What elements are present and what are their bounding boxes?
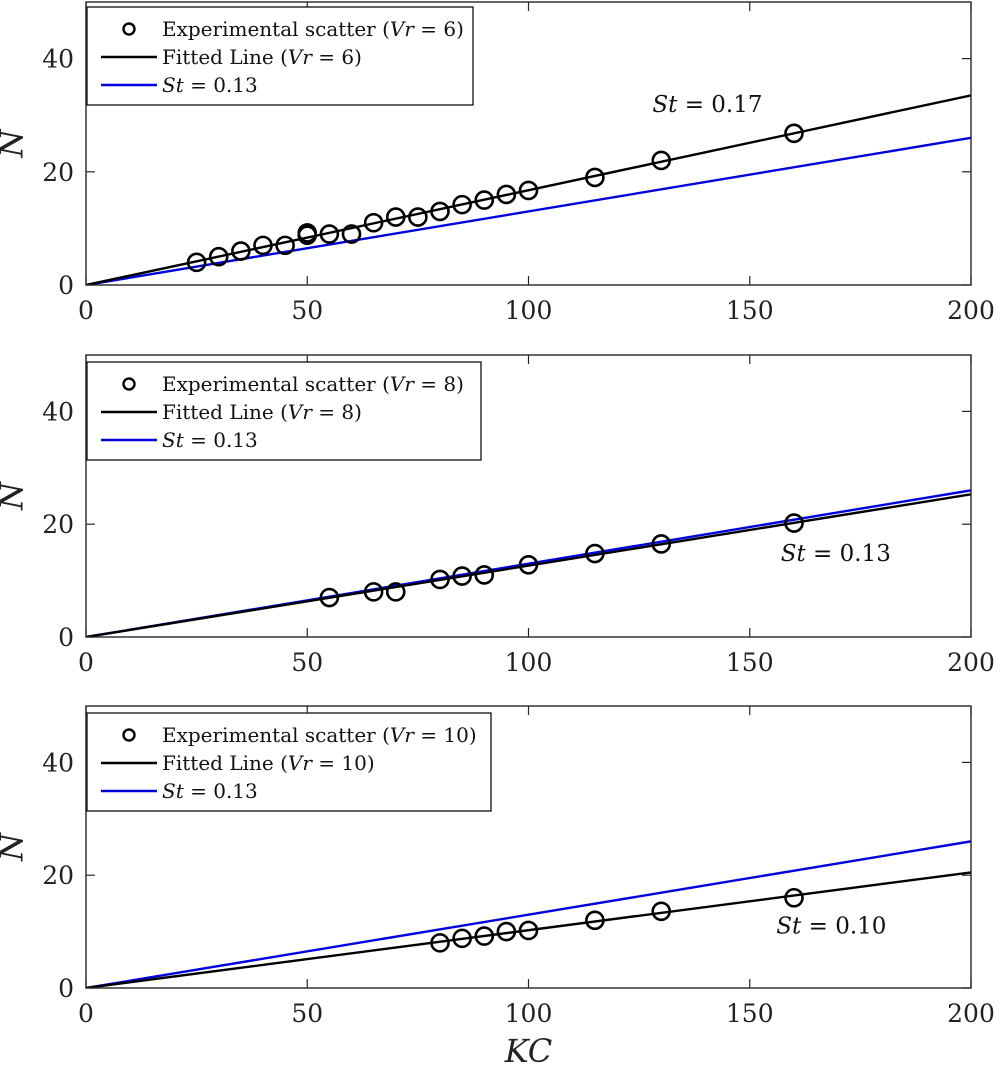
x-tick-label: 100 [505,296,553,325]
data-point [585,543,605,564]
y-tick-label: 40 [42,397,74,426]
data-point [363,212,384,233]
data-point [275,235,295,256]
legend-label-fitted: Fitted Line (Vr = 8) [162,400,362,424]
x-tick-label: 200 [947,999,995,1028]
data-point [496,184,517,205]
legend-label-fitted: Fitted Line (Vr = 10) [162,751,375,775]
x-tick-label: 50 [291,999,323,1028]
data-point [651,534,672,554]
y-tick-label: 0 [58,271,74,300]
data-point [253,235,273,256]
data-point [341,224,362,244]
x-tick-label: 0 [78,648,94,677]
legend-label-reference: St = 0.13 [162,428,258,452]
legend-marker-scatter [122,377,136,391]
data-point [784,887,804,908]
y-axis-label: N [0,832,31,862]
y-tick-label: 0 [58,974,74,1003]
legend: Experimental scatter (Vr = 6) Fitted Line… [86,6,474,106]
reference-line [86,840,971,988]
data-point [518,920,539,941]
legend-label-scatter: Experimental scatter (Vr = 8) [162,372,464,396]
y-axis-label: N [0,129,31,159]
data-point [651,901,672,922]
data-point [208,246,229,267]
y-tick-label: 0 [58,623,74,652]
x-tick-label: 150 [726,999,774,1028]
data-point [585,910,605,931]
x-tick-label: 150 [726,648,774,677]
fitted-line [86,871,971,988]
data-point [408,207,428,227]
data-point [297,223,318,243]
legend-marker-scatter [122,22,136,36]
x-tick-label: 100 [505,648,553,677]
legend-label-reference: St = 0.13 [162,73,258,97]
x-tick-label: 0 [78,296,94,325]
data-point [385,207,406,227]
legend-label-fitted: Fitted Line (Vr = 6) [162,45,362,69]
data-point [430,933,450,953]
y-axis-label: N [0,481,31,511]
y-tick-label: 40 [42,45,74,74]
panel-2: 05010015020002040NSt = 0.13Experimental … [0,354,995,677]
data-point [385,582,406,602]
x-tick-label: 50 [291,648,323,677]
data-point [518,180,539,201]
x-axis-label: KC [504,1032,553,1070]
panel-1: 0 50 100 150 200 0 20 40 N St = 0.17 Experimental … [0,1,995,325]
data-point [452,194,472,215]
data-point [585,167,605,188]
st-annotation: St = 0.13 [781,541,891,567]
data-point [496,921,517,942]
data-point [319,224,340,244]
legend-label-scatter: Experimental scatter (Vr = 10) [162,723,477,747]
data-point [430,569,450,590]
data-point [231,241,251,261]
panel-3: 0 50 100 150 200 0 20 40 N St = 0.10 Experimental … [0,705,995,1028]
data-point [363,582,384,602]
data-point [784,513,804,533]
data-point [452,566,472,586]
x-tick-label: 200 [947,648,995,677]
data-point [784,123,804,144]
x-tick-label: 50 [291,296,323,325]
legend: Experimental scatter (Vr = 8) Fitted Line… [86,361,482,461]
x-tick-label: 100 [505,999,553,1028]
st-annotation: St = 0.17 [652,92,762,118]
y-tick-label: 40 [42,748,74,777]
data-point [651,150,672,171]
x-tick-label: 200 [947,296,995,325]
legend-label-reference: St = 0.13 [162,779,258,803]
reference-line [86,136,971,285]
data-point [319,587,340,608]
series-group [86,94,971,285]
data-point [430,201,450,222]
series-group [86,489,971,637]
legend: Experimental scatter (Vr = 10) Fitted Lin… [86,712,492,812]
legend-label-scatter: Experimental scatter (Vr = 6) [162,17,464,41]
data-point [186,252,207,273]
y-tick-label: 20 [42,158,74,187]
data-point [518,555,539,575]
data-point [474,190,495,210]
st-annotation: St = 0.10 [776,913,886,939]
series-group [86,840,971,988]
legend-marker-scatter [122,728,136,742]
y-tick-label: 20 [42,861,74,890]
data-point [452,928,472,949]
data-point [474,565,495,585]
x-tick-label: 150 [726,296,774,325]
y-tick-label: 20 [42,510,74,539]
data-point [474,926,495,946]
fitted-line [86,493,971,637]
x-tick-label: 0 [78,999,94,1028]
